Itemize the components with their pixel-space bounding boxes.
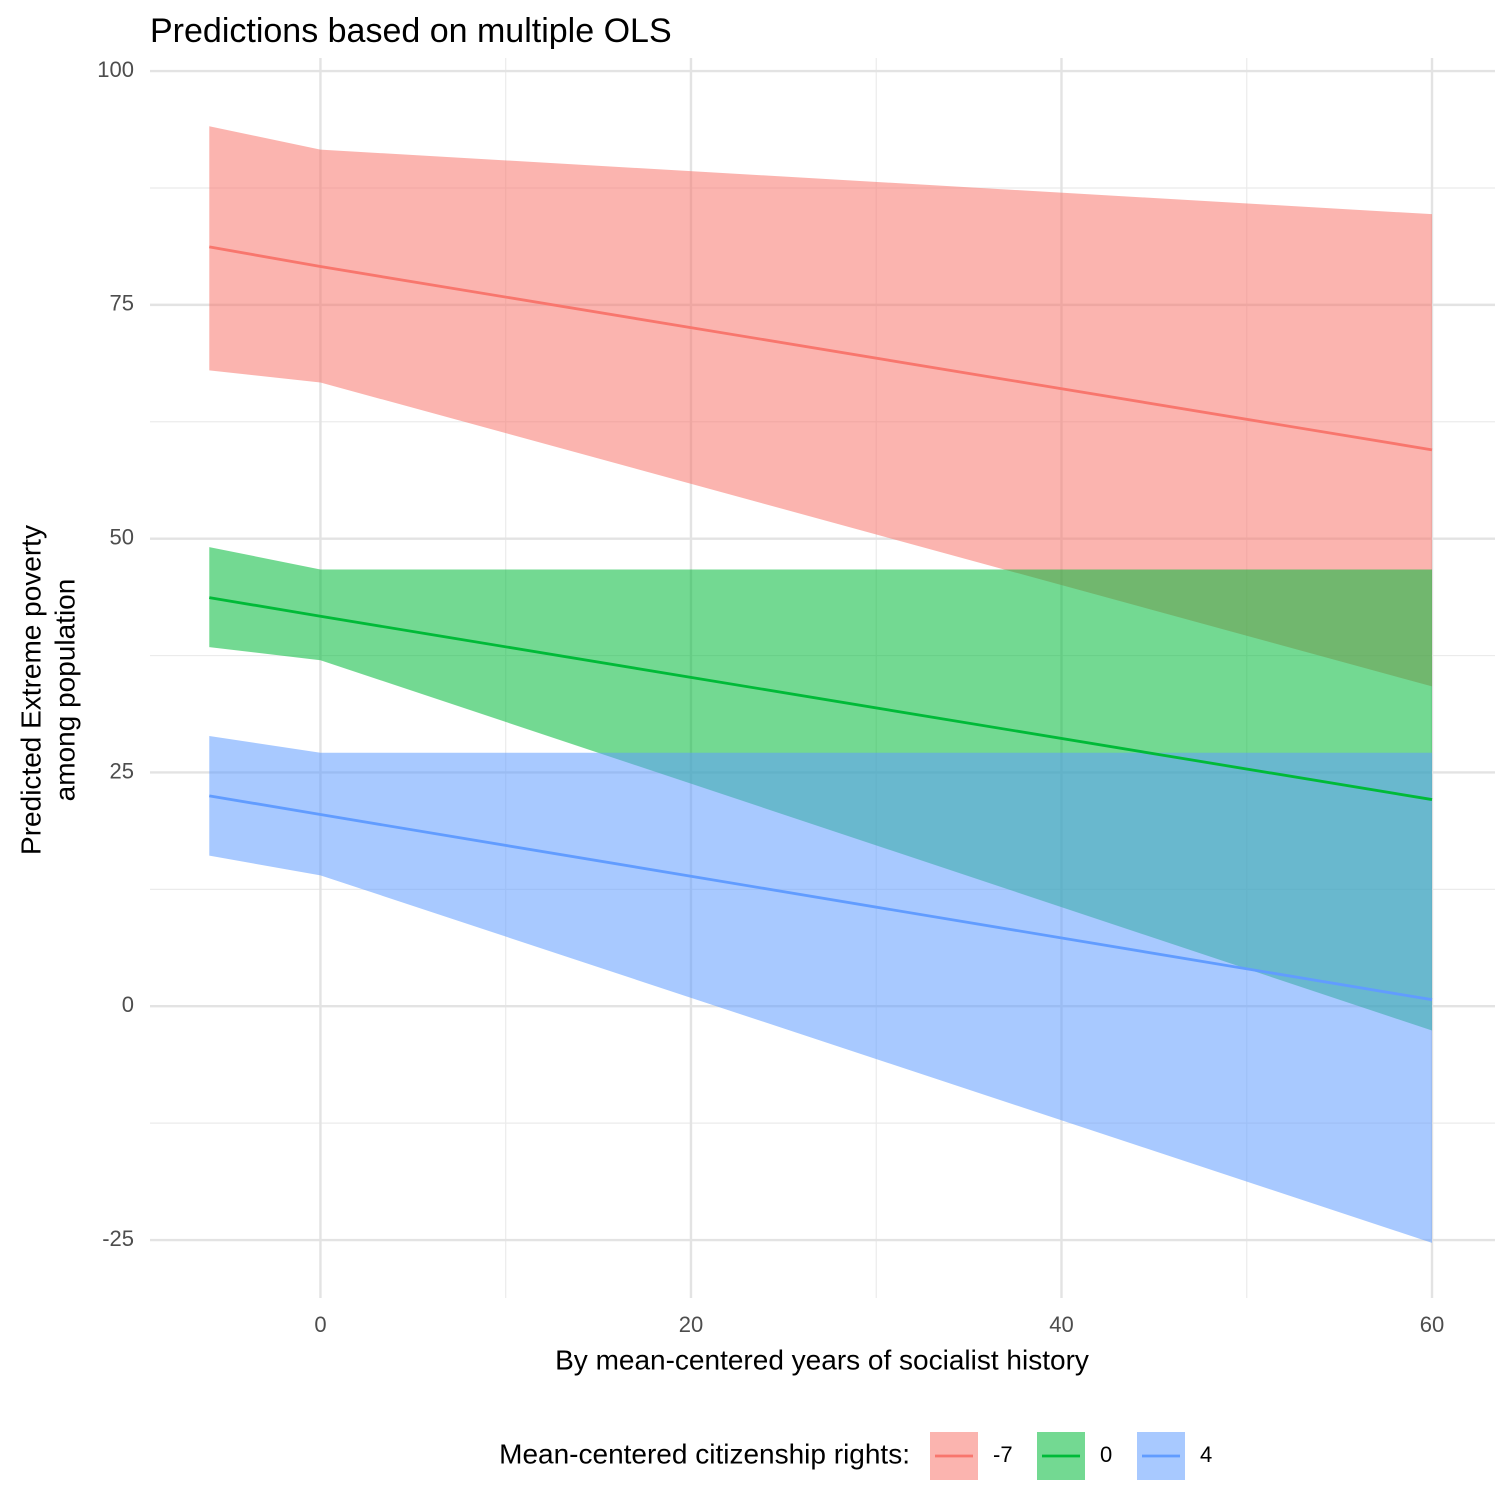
confidence-ribbon xyxy=(209,126,1433,687)
confidence-ribbon xyxy=(209,735,1433,1243)
legend-item: 0 xyxy=(1037,1432,1112,1480)
legend-item: 4 xyxy=(1137,1432,1212,1480)
y-axis-title: among population xyxy=(49,579,80,802)
legend-item: -7 xyxy=(930,1432,1013,1480)
y-tick-label: 75 xyxy=(110,291,134,316)
y-axis-title: Predicted Extreme poverty xyxy=(15,525,46,855)
legend-title: Mean-centered citizenship rights: xyxy=(499,1438,910,1469)
x-tick-label: 60 xyxy=(1420,1312,1444,1337)
line xyxy=(209,794,1433,1002)
x-tick-label: 0 xyxy=(314,1312,326,1337)
chart-title: Predictions based on multiple OLS xyxy=(150,12,672,50)
y-tick-label: 25 xyxy=(110,758,134,783)
y-tick-label: 100 xyxy=(97,57,134,82)
line xyxy=(209,245,1433,452)
y-tick-label: 50 xyxy=(110,524,134,549)
x-tick-label: 20 xyxy=(679,1312,703,1337)
x-tick-label: 40 xyxy=(1049,1312,1073,1337)
y-tick-label: 0 xyxy=(122,992,134,1017)
legend-label: 0 xyxy=(1100,1442,1112,1467)
y-tick-label: -25 xyxy=(102,1226,134,1251)
x-axis-title: By mean-centered years of socialist hist… xyxy=(555,1344,1089,1375)
line xyxy=(209,596,1433,801)
legend-label: 4 xyxy=(1200,1442,1212,1467)
legend-label: -7 xyxy=(993,1442,1013,1467)
